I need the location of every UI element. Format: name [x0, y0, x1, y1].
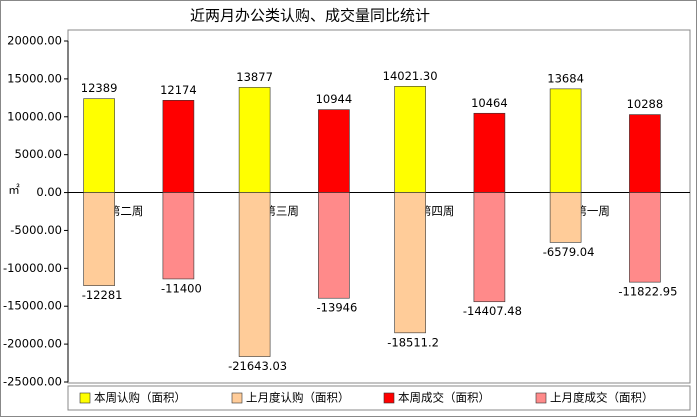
bar: [394, 192, 426, 334]
y-tick-label: 20000.00: [7, 34, 62, 48]
bar: [83, 98, 115, 193]
legend-label: 上月度成交（面积）: [550, 391, 654, 405]
y-tick-label: 5000.00: [14, 147, 62, 161]
value-label: -14407.48: [463, 304, 522, 318]
value-label: 10944: [316, 92, 353, 106]
bar: [629, 114, 661, 193]
value-label: 12174: [160, 83, 197, 97]
value-label: 14021.30: [383, 69, 438, 83]
value-label: -6579.04: [543, 245, 595, 259]
bar: [629, 192, 661, 283]
bar: [318, 109, 350, 193]
bar: [318, 192, 350, 299]
legend-label: 上月度认购（面积）: [246, 391, 350, 405]
value-label: -13946: [317, 301, 358, 315]
y-tick-label: -5000.00: [10, 223, 62, 237]
bar: [473, 192, 506, 303]
bar: [83, 192, 115, 286]
bar: [549, 88, 582, 193]
value-label: 13684: [547, 71, 584, 85]
y-tick-label: -25000.00: [3, 375, 62, 389]
bar: [394, 86, 426, 193]
y-axis-label: ㎡: [8, 183, 20, 197]
value-label: 10464: [471, 96, 508, 110]
y-tick-label: -15000.00: [3, 299, 62, 313]
value-label: 10288: [627, 97, 664, 111]
value-label: 12389: [81, 81, 118, 95]
value-label: -11400: [161, 281, 202, 295]
legend-box: [67, 385, 691, 411]
legend-swatch: [79, 392, 91, 404]
legend-swatch: [383, 392, 395, 404]
y-tick-label: 0.00: [36, 185, 62, 199]
bar: [238, 87, 271, 193]
y-tick-label: -10000.00: [3, 261, 62, 275]
bar: [473, 112, 506, 193]
bar: [238, 192, 271, 357]
value-label: 13877: [236, 70, 273, 84]
legend-label: 本周认购（面积）: [94, 391, 186, 405]
value-label: -21643.03: [228, 359, 287, 373]
value-label: -18511.2: [387, 335, 439, 349]
bar: [162, 192, 195, 280]
value-label: -11822.95: [618, 285, 677, 299]
bar: [162, 100, 195, 193]
value-label: -12281: [82, 288, 123, 302]
legend-swatch: [535, 392, 547, 404]
y-tick-label: -20000.00: [3, 337, 62, 351]
bar: [549, 192, 582, 243]
y-tick-label: 15000.00: [7, 71, 62, 85]
y-tick-label: 10000.00: [7, 109, 62, 123]
chart-title: 近两月办公类认购、成交量同比统计: [190, 7, 430, 25]
legend-label: 本周成交（面积）: [398, 391, 490, 405]
legend-swatch: [231, 392, 243, 404]
